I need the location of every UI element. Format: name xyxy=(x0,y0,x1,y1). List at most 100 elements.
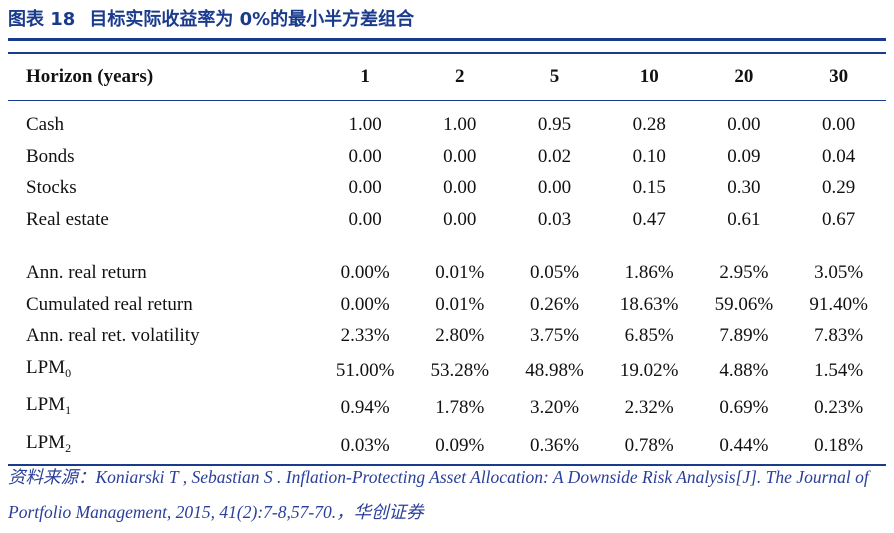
portfolio-table: Horizon (years) 1 2 5 10 20 30 Cash 1.00 1… xyxy=(8,52,886,466)
table-row: Real estate 0.00 0.00 0.03 0.47 0.61 0.67 xyxy=(8,204,886,236)
row-label-text: Ann. real ret. volatility xyxy=(26,325,200,346)
table-cell: 2.32% xyxy=(624,397,674,418)
row-label: Cash xyxy=(8,109,318,141)
table-cell: 0.78% xyxy=(601,426,697,466)
header-cell: 2 xyxy=(412,52,508,101)
table-cell: 0.10 xyxy=(632,145,666,167)
table-cell: 0.26% xyxy=(529,293,580,315)
row-label: Stocks xyxy=(8,172,318,204)
row-label-text: Cumulated real return xyxy=(26,293,193,315)
table-cell: 0.01% xyxy=(435,262,485,283)
table-cell: 0.00% xyxy=(340,293,390,315)
row-label-text: Real estate xyxy=(26,208,109,230)
row-label-subscript: 0 xyxy=(65,365,72,380)
row-label: Bonds xyxy=(8,141,318,173)
table-cell: 0.00 xyxy=(443,208,477,230)
figure-caption: 目标实际收益率为 0%的最小半方差组合 xyxy=(89,9,415,30)
table-cell: 0.00 xyxy=(443,145,477,167)
table-cell: 0.05% xyxy=(529,262,580,283)
row-label: Real estate xyxy=(8,204,318,236)
row-label-subscript: 1 xyxy=(65,403,72,417)
table-body: Cash 1.00 1.00 0.95 0.28 0.00 0.00 Bonds 0.00 0.0… xyxy=(8,101,886,466)
table-cell: 0.00 xyxy=(348,208,382,230)
table-cell: 0.44% xyxy=(696,426,792,466)
figure-title: 图表 18 目标实际收益率为 0%的最小半方差组合 xyxy=(8,6,428,34)
table-cell: 0.00 xyxy=(348,145,382,167)
table-cell: 3.75% xyxy=(529,325,580,346)
table-row: LPM1 0.94% 1.78% 3.20% 2.32% 0.69% 0.23% xyxy=(8,389,886,427)
row-label-text: LPM xyxy=(26,356,66,378)
table-cell: 0.94% xyxy=(340,397,390,418)
table-cell: 2.95% xyxy=(719,262,769,283)
table-cell: 0.00 xyxy=(822,114,856,135)
table-row: Ann. real ret. volatility 2.33% 2.80% 3.75%… xyxy=(8,320,886,352)
row-label-text: Cash xyxy=(26,114,64,135)
table-cell: 18.63% xyxy=(619,293,679,315)
table-cell: 59.06% xyxy=(714,293,774,315)
table-cell: 0.36% xyxy=(507,426,602,466)
table-row: LPM0 51.00% 53.28% 48.98% 19.02% 4.88% 1.54% xyxy=(8,352,886,390)
table-cell: 0.15 xyxy=(632,177,666,198)
table-row: Bonds 0.00 0.00 0.02 0.10 0.09 0.04 xyxy=(8,141,886,173)
table-cell: 91.40% xyxy=(809,293,868,315)
table-cell: 1.86% xyxy=(624,262,674,283)
table-cell: 53.28% xyxy=(430,359,490,381)
table-cell: 0.95 xyxy=(537,114,572,135)
spacer-cell xyxy=(8,101,886,110)
table-cell: 0.28 xyxy=(632,114,666,135)
table-cell: 0.47 xyxy=(632,208,666,230)
row-label: LPM2 xyxy=(8,426,318,466)
table-cell: 1.54% xyxy=(814,359,864,381)
row-label-text: Bonds xyxy=(26,145,75,167)
row-label: Ann. real return xyxy=(8,257,318,289)
row-label-text: Ann. real return xyxy=(26,262,147,283)
table-cell: 7.89% xyxy=(719,325,769,346)
table-row: Ann. real return 0.00% 0.01% 0.05% 1.86% 2.95… xyxy=(8,257,886,289)
table-cell: 0.01% xyxy=(435,293,485,315)
table-cell: 1.78% xyxy=(435,397,485,418)
figure-number: 图表 18 xyxy=(8,9,76,30)
row-label: LPM1 xyxy=(8,389,318,427)
table-cell: 0.00 xyxy=(537,177,572,198)
row-label: Ann. real ret. volatility xyxy=(8,320,318,352)
table-cell: 1.00 xyxy=(348,114,382,135)
row-label-subscript: 2 xyxy=(65,440,72,455)
table-cell: 0.23% xyxy=(814,397,864,418)
table-row: Cumulated real return 0.00% 0.01% 0.26% 18.6… xyxy=(8,289,886,321)
table-cell: 0.00% xyxy=(340,262,390,283)
table-cell: 0.03 xyxy=(537,208,572,230)
table-cell: 0.00 xyxy=(727,114,761,135)
row-label-text: LPM xyxy=(26,431,66,453)
header-cell: 10 xyxy=(601,52,697,101)
table-cell: 0.09% xyxy=(412,426,508,466)
row-label-text: LPM xyxy=(26,394,66,415)
table-cell: 0.02 xyxy=(537,145,572,167)
table-cell: 2.80% xyxy=(435,325,485,346)
header-cell: 5 xyxy=(507,52,602,101)
row-label-text: Stocks xyxy=(26,177,77,198)
table-cell: 0.30 xyxy=(727,177,761,198)
table-cell: 51.00% xyxy=(335,359,395,381)
header-cell: 30 xyxy=(791,52,886,101)
spacer-row xyxy=(8,101,886,110)
table-row: Stocks 0.00 0.00 0.00 0.15 0.30 0.29 xyxy=(8,172,886,204)
spacer-row xyxy=(8,235,886,257)
header-cell: 20 xyxy=(696,52,792,101)
table-cell: 0.67 xyxy=(822,208,856,230)
row-label: Cumulated real return xyxy=(8,289,318,321)
table-cell: 3.05% xyxy=(814,262,864,283)
table-cell: 1.00 xyxy=(443,114,477,135)
table-cell: 0.00 xyxy=(348,177,382,198)
source-note: 资料来源：Koniarski T , Sebastian S . Inflati… xyxy=(8,467,869,522)
table-cell: 19.02% xyxy=(619,359,679,381)
table-cell: 0.18% xyxy=(791,426,886,466)
row-label: LPM0 xyxy=(8,352,318,390)
table-header-row: Horizon (years) 1 2 5 10 20 30 xyxy=(8,52,886,101)
table-cell: 6.85% xyxy=(624,325,674,346)
table-cell: 0.69% xyxy=(719,397,769,418)
spacer-cell xyxy=(8,235,886,257)
table-cell: 48.98% xyxy=(525,359,584,381)
table-cell: 7.83% xyxy=(814,325,864,346)
table-cell: 2.33% xyxy=(340,325,390,346)
title-rule xyxy=(8,38,886,41)
